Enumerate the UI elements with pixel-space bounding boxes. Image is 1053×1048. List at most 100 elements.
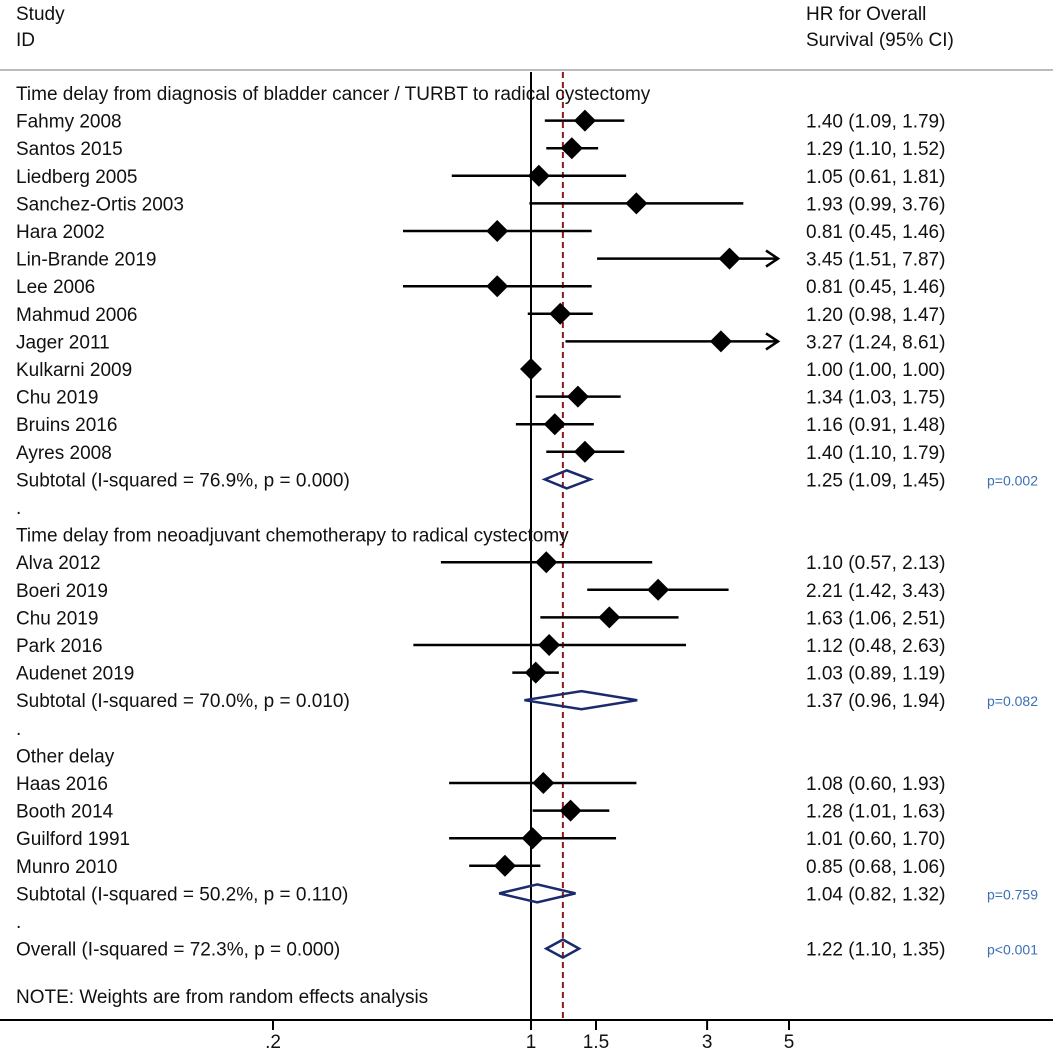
hr-ci-value: 1.37 (0.96, 1.94) <box>806 691 945 712</box>
hr-ci-value: 1.63 (1.06, 2.51) <box>806 608 945 629</box>
hr-ci-value: 1.05 (0.61, 1.81) <box>806 167 945 188</box>
p-value: p<0.001 <box>987 942 1038 958</box>
group-heading: Time delay from diagnosis of bladder can… <box>16 84 651 105</box>
x-tick-label: 3 <box>702 1032 713 1048</box>
hr-ci-value: 0.85 (0.68, 1.06) <box>806 857 945 878</box>
point-estimate-marker <box>486 275 509 298</box>
x-tick-label: .2 <box>265 1032 281 1048</box>
header-effect-line1: HR for Overall <box>806 4 926 25</box>
hr-ci-value: 2.21 (1.42, 3.43) <box>806 581 945 602</box>
point-estimate-marker <box>573 109 596 132</box>
x-tick-label: 5 <box>784 1032 795 1048</box>
point-estimate-marker <box>538 634 561 656</box>
study-label: Munro 2010 <box>16 857 117 878</box>
point-estimate-marker <box>543 413 566 436</box>
hr-ci-value: 1.08 (0.60, 1.93) <box>806 774 945 795</box>
subtotal-label: Subtotal (I-squared = 70.0%, p = 0.010) <box>16 691 350 712</box>
group-heading: Time delay from neoadjuvant chemotherapy… <box>16 526 569 547</box>
point-estimate-marker <box>535 551 558 574</box>
spacer-dot: . <box>16 719 21 740</box>
point-estimate-marker <box>520 358 542 380</box>
study-label: Boeri 2019 <box>16 581 108 602</box>
point-estimate-marker <box>559 799 582 822</box>
hr-ci-value: 1.40 (1.09, 1.79) <box>806 112 945 133</box>
forest-rows: Time delay from diagnosis of bladder can… <box>16 84 1038 961</box>
study-label: Jager 2011 <box>16 332 110 353</box>
hr-ci-value: 1.28 (1.01, 1.63) <box>806 802 945 823</box>
hr-ci-value: 1.16 (0.91, 1.48) <box>806 415 945 436</box>
point-estimate-marker <box>598 606 621 629</box>
point-estimate-marker <box>549 302 572 325</box>
hr-ci-value: 3.45 (1.51, 7.87) <box>806 250 945 271</box>
pooled-estimate-diamond <box>541 469 595 490</box>
point-estimate-marker <box>647 578 670 601</box>
study-label: Ayres 2008 <box>16 443 112 464</box>
study-label: Lee 2006 <box>16 277 95 298</box>
point-estimate-marker <box>560 137 583 160</box>
point-estimate-marker <box>521 827 544 850</box>
hr-ci-value: 1.29 (1.10, 1.52) <box>806 139 945 160</box>
point-estimate-marker <box>486 220 509 242</box>
point-estimate-marker <box>532 772 555 794</box>
hr-ci-value: 1.12 (0.48, 2.63) <box>806 636 945 657</box>
hr-ci-value: 1.03 (0.89, 1.19) <box>806 664 945 685</box>
subtotal-label: Overall (I-squared = 72.3%, p = 0.000) <box>16 940 340 961</box>
p-value: p=0.759 <box>987 886 1038 902</box>
point-estimate-marker <box>709 330 732 353</box>
header-study: Study <box>16 4 65 25</box>
study-label: Lin-Brande 2019 <box>16 250 157 271</box>
study-label: Kulkarni 2009 <box>16 360 132 381</box>
point-estimate-marker <box>566 385 589 408</box>
hr-ci-value: 1.04 (0.82, 1.32) <box>806 884 945 905</box>
study-label: Chu 2019 <box>16 608 98 629</box>
p-value: p=0.082 <box>987 693 1038 709</box>
study-label: Guilford 1991 <box>16 829 130 850</box>
study-label: Alva 2012 <box>16 553 101 574</box>
weights-note: NOTE: Weights are from random effects an… <box>16 987 428 1008</box>
point-estimate-marker <box>718 247 741 270</box>
study-label: Liedberg 2005 <box>16 167 138 188</box>
header-id: ID <box>16 30 35 51</box>
hr-ci-value: 0.81 (0.45, 1.46) <box>806 222 945 243</box>
study-label: Chu 2019 <box>16 388 98 409</box>
pooled-estimate-diamond <box>498 883 576 904</box>
ci-arrow <box>765 249 781 268</box>
hr-ci-value: 0.81 (0.45, 1.46) <box>806 277 945 298</box>
pooled-estimate-diamond <box>543 938 582 960</box>
hr-ci-value: 1.40 (1.10, 1.79) <box>806 443 945 464</box>
point-estimate-marker <box>573 440 596 463</box>
x-tick-label: 1.5 <box>583 1032 609 1048</box>
study-label: Bruins 2016 <box>16 415 117 436</box>
spacer-dot: . <box>16 498 21 519</box>
point-estimate-marker <box>524 661 547 684</box>
study-label: Booth 2014 <box>16 802 114 823</box>
ci-arrow <box>765 332 781 351</box>
hr-ci-value: 3.27 (1.24, 8.61) <box>806 332 945 353</box>
pooled-estimate-diamond <box>524 689 638 711</box>
study-label: Hara 2002 <box>16 222 105 243</box>
hr-ci-value: 1.00 (1.00, 1.00) <box>806 360 945 381</box>
study-label: Sanchez-Ortis 2003 <box>16 194 184 215</box>
study-label: Fahmy 2008 <box>16 112 122 133</box>
study-label: Park 2016 <box>16 636 103 657</box>
hr-ci-value: 1.93 (0.99, 3.76) <box>806 194 945 215</box>
hr-ci-value: 1.34 (1.03, 1.75) <box>806 388 945 409</box>
spacer-dot: . <box>16 912 21 933</box>
hr-ci-value: 1.10 (0.57, 2.13) <box>806 553 945 574</box>
group-heading: Other delay <box>16 746 115 767</box>
study-label: Mahmud 2006 <box>16 305 137 326</box>
study-label: Haas 2016 <box>16 774 108 795</box>
hr-ci-value: 1.01 (0.60, 1.70) <box>806 829 945 850</box>
hr-ci-value: 1.20 (0.98, 1.47) <box>806 305 945 326</box>
point-estimate-marker <box>625 192 648 215</box>
x-tick-label: 1 <box>526 1032 537 1048</box>
subtotal-label: Subtotal (I-squared = 50.2%, p = 0.110) <box>16 884 348 905</box>
hr-ci-value: 1.25 (1.09, 1.45) <box>806 470 945 491</box>
point-estimate-marker <box>527 164 550 187</box>
header-effect-line2: Survival (95% CI) <box>806 30 954 51</box>
study-label: Santos 2015 <box>16 139 123 160</box>
x-axis-ticks: .2 1 1.5 3 5 <box>265 1020 794 1048</box>
study-label: Audenet 2019 <box>16 664 134 685</box>
hr-ci-value: 1.22 (1.10, 1.35) <box>806 940 945 961</box>
